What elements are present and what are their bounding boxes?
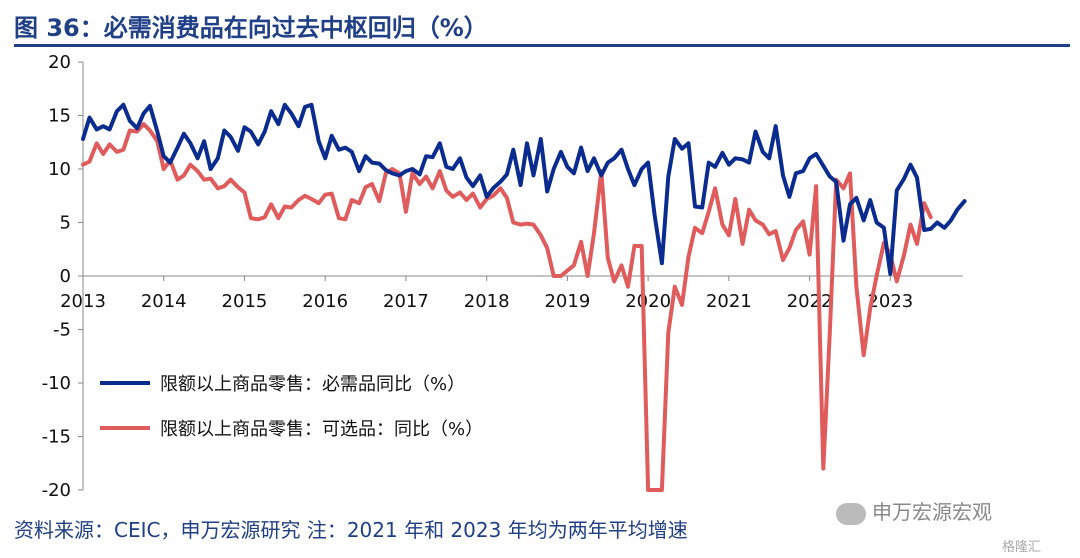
x-tick-label: 2018 xyxy=(464,291,510,312)
chart-title: 图 36：必需消费品在向过去中枢回归（%） xyxy=(14,14,488,42)
chart-series xyxy=(81,102,967,492)
gelonghui-logo: 格隆汇 xyxy=(1002,540,1042,555)
y-tick-label: -15 xyxy=(42,427,71,448)
x-tick-label: 2015 xyxy=(222,291,268,312)
watermark: 申万宏源宏观 xyxy=(836,496,992,525)
y-tick-label: -5 xyxy=(53,320,71,341)
legend-label-discretionary: 限额以上商品零售：可选品：同比（%） xyxy=(160,419,483,440)
legend-label-essentials: 限额以上商品零售：必需品同比（%） xyxy=(160,374,465,395)
x-tick-label: 2016 xyxy=(302,291,348,312)
wechat-icon xyxy=(836,502,866,525)
source-note: 资料来源：CEIC，申万宏源研究 注：2021 年和 2023 年均为两年平均增… xyxy=(14,518,688,542)
series-line-essentials xyxy=(81,102,967,276)
x-tick-label: 2023 xyxy=(867,291,913,312)
watermark-text: 申万宏源宏观 xyxy=(872,500,992,524)
x-tick-label: 2022 xyxy=(787,291,833,312)
y-tick-label: 0 xyxy=(60,266,71,287)
y-tick-label: 5 xyxy=(60,213,71,234)
y-tick-label: 10 xyxy=(48,159,71,180)
series-line-discretionary xyxy=(81,122,933,492)
x-tick-label: 2014 xyxy=(141,291,187,312)
title-divider xyxy=(14,44,1070,47)
x-tick-label: 2017 xyxy=(383,291,429,312)
x-tick-label: 2019 xyxy=(544,291,590,312)
chart-legend: 限额以上商品零售：必需品同比（%） 限额以上商品零售：可选品：同比（%） xyxy=(100,374,483,440)
y-tick-label: -10 xyxy=(42,373,71,394)
x-tick-label: 2021 xyxy=(706,291,752,312)
y-tick-label: 15 xyxy=(48,106,71,127)
y-tick-label: -20 xyxy=(42,480,71,501)
x-tick-label: 2013 xyxy=(60,291,106,312)
y-tick-label: 20 xyxy=(48,52,71,73)
x-tick-label: 2020 xyxy=(625,291,671,312)
